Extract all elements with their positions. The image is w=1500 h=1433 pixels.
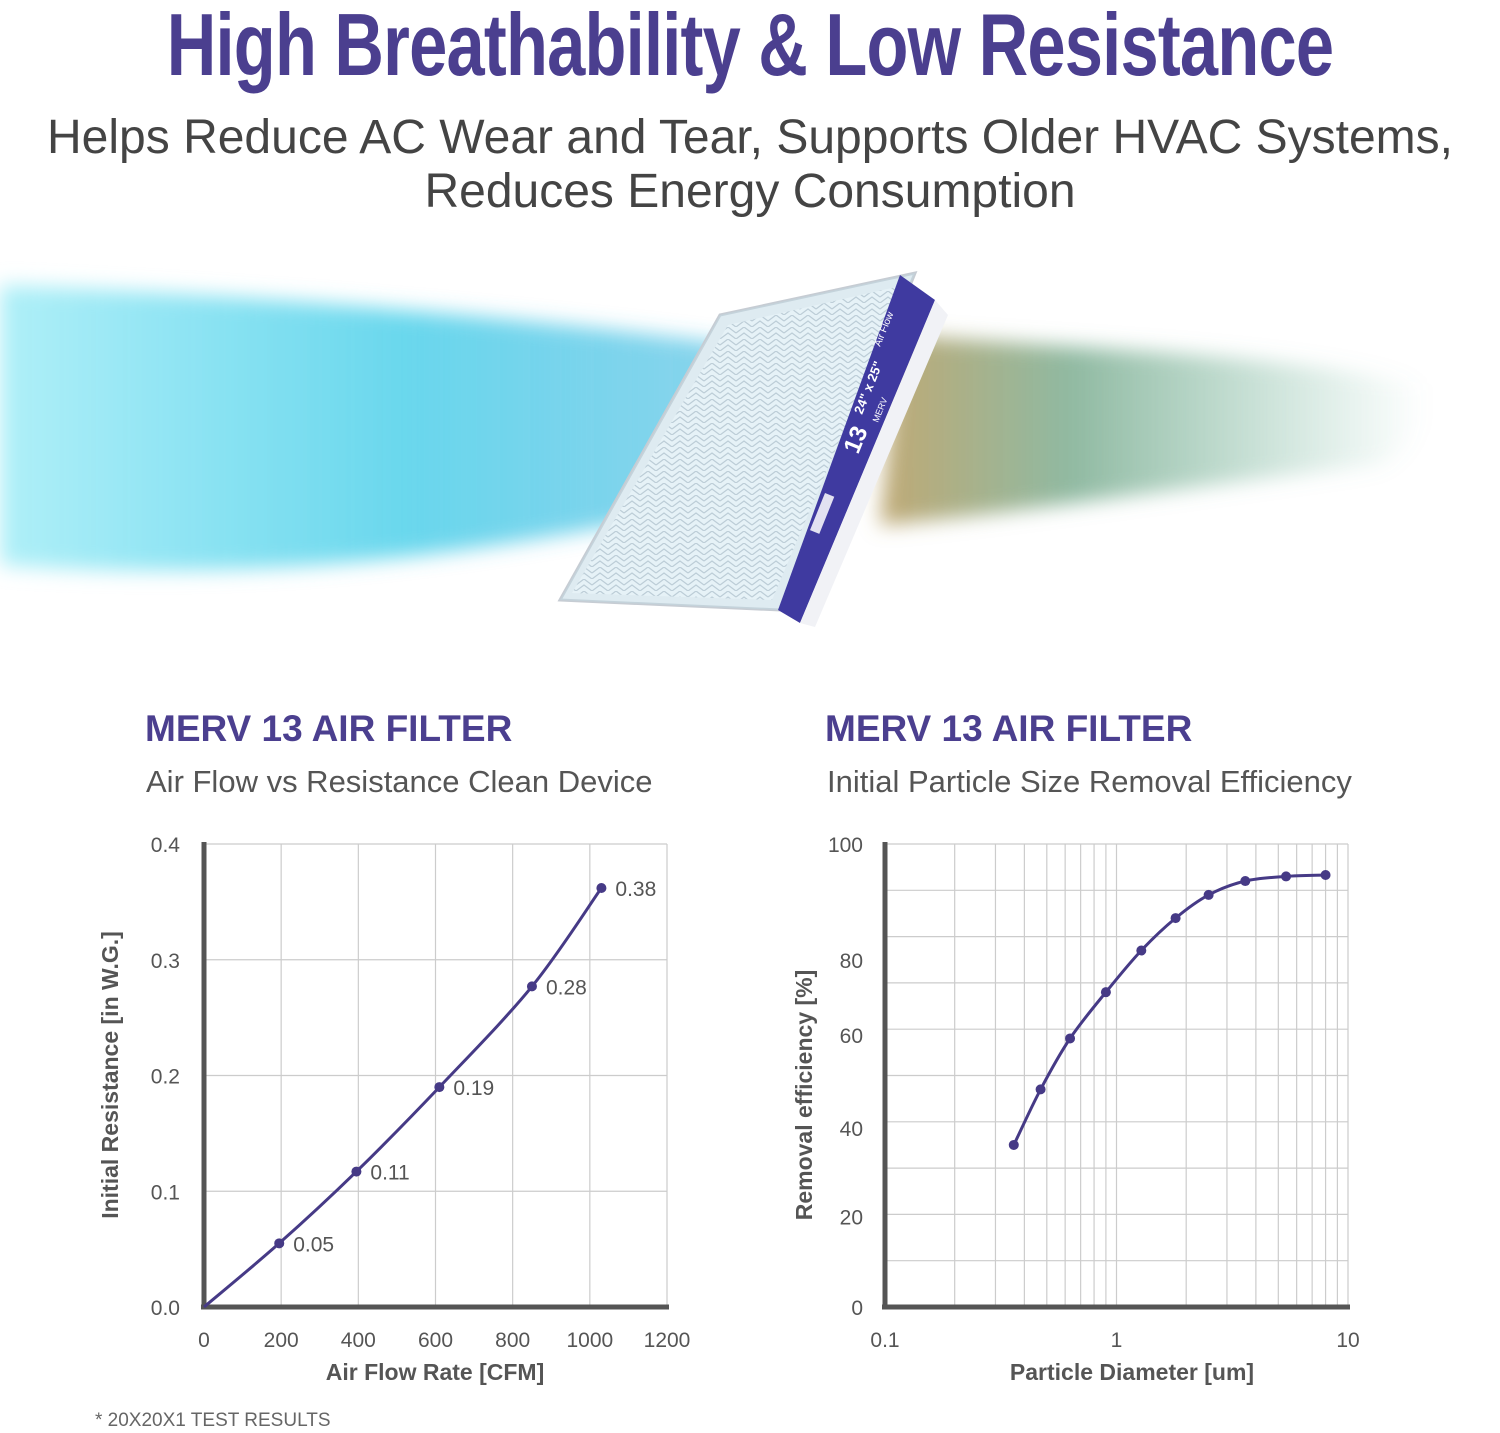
x-tick-label: 0 — [198, 1329, 210, 1352]
clean-air-stream — [0, 285, 740, 571]
filter-side-label-box — [810, 493, 835, 534]
y-tick-label: 0.0 — [151, 1297, 180, 1320]
x-tick-label: 800 — [495, 1329, 530, 1352]
page-title: High Breathability & Low Resistance — [166, 0, 1334, 94]
x-tick-label: 0.1 — [870, 1329, 899, 1352]
efficiency-chart: 0 20 40 60 80 100 0.1 1 10 Particle Diameter [u… — [791, 834, 1360, 1385]
data-point — [434, 1082, 445, 1093]
data-point — [1100, 987, 1111, 998]
data-point — [1203, 889, 1214, 900]
x-tick-label: 10 — [1336, 1329, 1359, 1352]
data-label: 0.11 — [370, 1162, 409, 1185]
grid-lines — [204, 843, 668, 1307]
resistance-chart: 0.0 0.1 0.2 0.3 0.4 0 200 400 600 800 1000 1200 0.… — [97, 834, 691, 1385]
data-label: 0.05 — [293, 1233, 334, 1256]
x-tick-label: 1 — [1111, 1329, 1123, 1352]
x-tick-label: 1200 — [644, 1329, 691, 1352]
data-point — [1240, 876, 1251, 887]
data-point — [274, 1238, 285, 1249]
data-label: 0.19 — [453, 1077, 494, 1100]
data-point — [1035, 1084, 1046, 1095]
right-chart-title: MERV 13 AIR FILTER — [825, 708, 1193, 749]
data-point — [526, 981, 537, 992]
data-point — [1320, 870, 1331, 881]
y-axis-label: Initial Resistance [in W.G.] — [97, 931, 123, 1219]
y-tick-label: 40 — [840, 1118, 863, 1141]
data-point — [1065, 1033, 1076, 1044]
x-axis-label: Air Flow Rate [CFM] — [326, 1359, 545, 1385]
y-axis-label: Removal efficiency [%] — [791, 970, 817, 1221]
y-tick-label: 0.2 — [151, 1066, 180, 1089]
data-point — [351, 1166, 362, 1177]
page-subtitle-line-1: Helps Reduce AC Wear and Tear, Supports … — [47, 111, 1453, 164]
x-tick-label: 600 — [418, 1329, 453, 1352]
x-tick-label: 1000 — [566, 1329, 613, 1352]
airflow-filter-illustration: Air Flow 24" x 25" MERV 13 — [0, 270, 1424, 627]
data-point — [1136, 945, 1147, 956]
x-axis-label: Particle Diameter [um] — [1010, 1359, 1254, 1385]
x-tick-label: 400 — [341, 1329, 376, 1352]
y-tick-label: 100 — [828, 834, 863, 857]
grid-lines — [885, 843, 1349, 1307]
y-tick-label: 0.4 — [151, 834, 181, 857]
test-results-footnote: * 20X20X1 TEST RESULTS — [95, 1410, 331, 1431]
y-tick-label: 0.3 — [151, 950, 180, 973]
efficiency-series-line — [1012, 873, 1326, 1146]
data-point — [1281, 871, 1292, 882]
data-label: 0.28 — [546, 976, 587, 999]
page-subtitle-line-2: Reduces Energy Consumption — [424, 165, 1076, 218]
data-point — [1008, 1139, 1019, 1150]
data-point — [1170, 913, 1181, 924]
left-chart-title: MERV 13 AIR FILTER — [145, 708, 513, 749]
y-tick-label: 0 — [851, 1297, 863, 1320]
merv-13-filter: Air Flow 24" x 25" MERV 13 — [557, 270, 948, 627]
y-tick-label: 80 — [840, 950, 863, 973]
filtered-air-stream — [880, 335, 1424, 525]
data-label: 0.38 — [615, 878, 656, 901]
y-tick-label: 60 — [840, 1025, 863, 1048]
resistance-series-line — [203, 887, 603, 1309]
data-point — [596, 882, 607, 893]
y-tick-label: 0.1 — [151, 1181, 180, 1204]
right-chart-subtitle: Initial Particle Size Removal Efficiency — [827, 764, 1352, 799]
x-tick-label: 200 — [264, 1329, 299, 1352]
left-chart-subtitle: Air Flow vs Resistance Clean Device — [146, 764, 653, 799]
y-tick-label: 20 — [840, 1207, 863, 1230]
